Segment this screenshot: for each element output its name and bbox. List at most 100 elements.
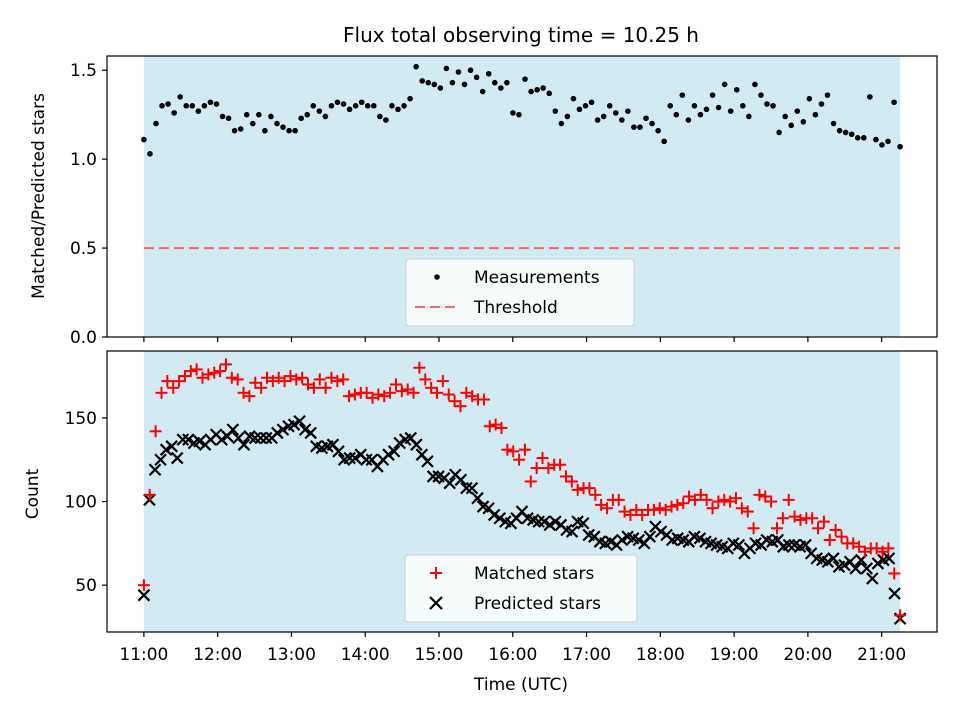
measurement-point xyxy=(576,106,583,113)
matched-point xyxy=(677,497,690,510)
matched-point xyxy=(219,358,232,371)
matched-point xyxy=(483,420,496,433)
matched-point xyxy=(290,373,303,386)
matched-point xyxy=(806,512,819,525)
measurement-point xyxy=(673,111,680,118)
predicted-point xyxy=(799,538,812,552)
measurement-point xyxy=(219,113,226,120)
measurement-point xyxy=(709,92,716,98)
measurement-point xyxy=(649,120,655,127)
matched-point xyxy=(307,381,320,394)
matched-point xyxy=(190,363,203,376)
measurement-point xyxy=(612,110,619,116)
predicted-point xyxy=(154,453,167,466)
measurement-point xyxy=(322,113,329,120)
predicted-point xyxy=(148,463,162,477)
matched-point xyxy=(612,493,625,506)
predicted-point xyxy=(460,481,473,495)
measurement-point xyxy=(473,74,480,81)
predicted-point xyxy=(537,515,551,528)
predicted-point xyxy=(860,562,874,575)
predicted-point xyxy=(293,414,306,428)
legend-marker-measurements xyxy=(434,274,440,280)
matched-point xyxy=(524,475,537,488)
measurement-point xyxy=(885,138,891,145)
measurement-point xyxy=(364,102,371,109)
measurement-point xyxy=(824,92,831,98)
predicted-point xyxy=(543,518,557,532)
predicted-point xyxy=(693,532,707,545)
measurement-point xyxy=(177,94,183,100)
predicted-point xyxy=(576,517,590,530)
legend-label-threshold: Threshold xyxy=(473,298,558,318)
matched-point xyxy=(694,488,707,501)
predicted-point xyxy=(471,491,484,505)
measurement-point xyxy=(171,110,177,116)
predicted-point xyxy=(421,455,434,468)
predicted-point xyxy=(298,423,312,436)
predicted-point xyxy=(215,433,229,446)
matched-point xyxy=(360,386,373,399)
measurement-point xyxy=(389,102,395,109)
measurement-point xyxy=(328,102,335,109)
legend-label-measurements: Measurements xyxy=(474,268,600,288)
predicted-point xyxy=(849,562,862,575)
matched-point xyxy=(747,522,760,535)
measurement-point xyxy=(370,102,377,109)
bottom-axes-frame xyxy=(106,350,938,633)
matched-point xyxy=(137,579,150,592)
predicted-point xyxy=(237,438,251,451)
matched-point xyxy=(243,390,256,403)
matched-point xyxy=(647,503,660,516)
measurement-point xyxy=(522,76,528,82)
matched-point xyxy=(688,493,701,506)
measurement-point xyxy=(546,90,553,97)
predicted-point xyxy=(443,476,456,490)
measurement-point xyxy=(310,102,317,109)
x-tick-label: 14:00 xyxy=(341,645,390,665)
measurement-point xyxy=(534,86,540,93)
measurement-point xyxy=(552,108,559,114)
top-legend-box xyxy=(405,258,635,327)
top-x-ticks xyxy=(143,337,883,342)
measurement-point xyxy=(346,106,353,113)
chart-title: Flux total observing time = 10.25 h xyxy=(343,23,699,47)
matched-point xyxy=(296,371,309,384)
matched-point xyxy=(759,490,772,503)
measurement-point xyxy=(498,85,504,91)
legend-marker-predicted xyxy=(429,596,443,610)
matched-point xyxy=(817,515,830,528)
measurement-point xyxy=(510,110,516,116)
matched-point xyxy=(835,530,848,543)
matched-point xyxy=(155,386,168,399)
measurement-point xyxy=(395,106,401,113)
measurement-point xyxy=(485,70,492,77)
measurements-series xyxy=(141,63,903,157)
measurement-point xyxy=(715,104,722,111)
x-tick-label: 20:00 xyxy=(783,645,832,665)
matched-point xyxy=(536,452,549,465)
measurement-point xyxy=(800,119,807,125)
matched-point xyxy=(782,493,795,506)
matched-point xyxy=(425,381,438,394)
measurement-point xyxy=(225,115,232,122)
matched-point xyxy=(495,421,508,434)
predicted-point xyxy=(271,426,284,440)
x-axis-label: Time (UTC) xyxy=(473,675,568,695)
predicted-point xyxy=(259,431,273,445)
matched-point xyxy=(589,488,602,501)
matched-point xyxy=(477,393,490,406)
predicted-point xyxy=(170,451,184,465)
measurement-point xyxy=(764,101,770,107)
predicted-point xyxy=(348,451,362,465)
measurement-point xyxy=(691,102,698,109)
predicted-point xyxy=(866,572,879,585)
x-tick-label: 15:00 xyxy=(415,645,464,665)
measurement-point xyxy=(619,117,625,123)
matched-point xyxy=(706,502,719,515)
top-y-tick-label: 1.5 xyxy=(70,61,97,81)
matched-point xyxy=(331,375,344,388)
measurement-point xyxy=(189,102,196,109)
matched-point xyxy=(225,371,238,384)
measurement-point xyxy=(606,102,613,109)
